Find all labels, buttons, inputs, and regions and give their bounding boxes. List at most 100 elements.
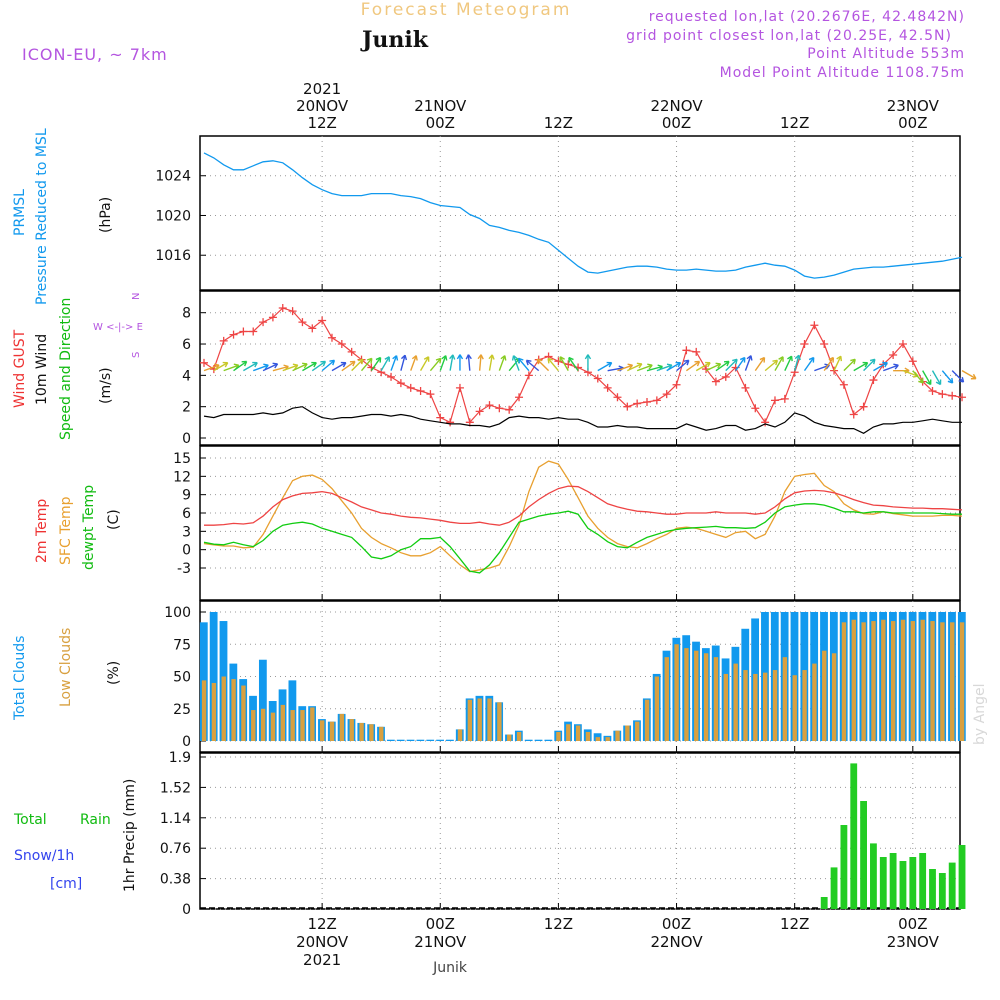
rain-bar bbox=[958, 845, 966, 909]
clouds-ytick-label: 75 bbox=[173, 637, 191, 653]
gust-marker bbox=[593, 374, 602, 383]
wind-arrow bbox=[429, 357, 442, 372]
temp-label-sfc: SFC Temp bbox=[58, 496, 74, 565]
low-cloud-bar bbox=[270, 712, 276, 741]
wind-arrow-head bbox=[488, 354, 495, 360]
wind-arrow bbox=[863, 358, 876, 372]
gust-marker bbox=[928, 387, 937, 396]
top-time-label: 23NOV bbox=[887, 97, 940, 115]
rain-bar bbox=[948, 862, 956, 909]
wind-arrow-head bbox=[292, 363, 299, 370]
temp-ytick-label: 3 bbox=[182, 524, 191, 540]
low-cloud-bar bbox=[703, 653, 709, 741]
wind-arrow bbox=[559, 356, 569, 372]
top-time-label: 00Z bbox=[662, 114, 691, 132]
wind-arrow bbox=[676, 359, 690, 372]
wind-arrow bbox=[715, 360, 730, 372]
low-cloud-bar bbox=[369, 724, 374, 741]
gust-marker bbox=[711, 377, 720, 386]
low-cloud-bar bbox=[723, 673, 729, 741]
low-cloud-bar bbox=[959, 622, 965, 741]
wind-arrow-head bbox=[636, 362, 643, 369]
gust-marker bbox=[800, 340, 809, 349]
precip-label-cm: [cm] bbox=[50, 876, 82, 892]
low-cloud-bar bbox=[635, 721, 640, 741]
t2m-line bbox=[204, 485, 963, 526]
low-cloud-bar bbox=[644, 699, 650, 741]
low-cloud-bar bbox=[615, 730, 620, 741]
bottom-time-label: 00Z bbox=[662, 915, 691, 933]
wind-arrow bbox=[213, 361, 229, 372]
low-cloud-bar bbox=[950, 622, 955, 741]
bottom-time-label: 23NOV bbox=[887, 933, 940, 951]
wind-arrow bbox=[941, 370, 954, 384]
plot-layer: 1016 1020 1024 0 2 4 6 8 -3 0 3 6 9 12 15 0 25 50 75 100 0 0.… bbox=[155, 80, 977, 969]
pressure-frame bbox=[199, 135, 961, 291]
wind-arrow-head bbox=[947, 377, 954, 384]
low-cloud-bar bbox=[290, 710, 295, 741]
top-time-label: 00Z bbox=[898, 114, 927, 132]
wind-arrow bbox=[525, 359, 540, 372]
precip-ytick-label: 0.38 bbox=[160, 872, 191, 888]
gust-marker bbox=[652, 396, 661, 405]
low-cloud-bar bbox=[940, 622, 945, 741]
wind-ytick-label: 6 bbox=[182, 337, 191, 353]
rain-bar bbox=[860, 801, 867, 909]
gust-marker bbox=[396, 379, 405, 388]
wind-arrow-head bbox=[449, 354, 456, 360]
wind-label-dir: Speed and Direction bbox=[58, 298, 74, 440]
wind-arrow-shaft bbox=[419, 356, 430, 372]
low-cloud-bar bbox=[881, 619, 886, 741]
wind-arrow bbox=[627, 362, 643, 372]
low-cloud-bar bbox=[300, 710, 305, 741]
wind-arrow bbox=[262, 362, 279, 372]
wind-arrow-shaft bbox=[559, 356, 569, 372]
low-cloud-bar bbox=[625, 725, 630, 741]
wind-arrow bbox=[465, 354, 472, 371]
rain-bar bbox=[830, 867, 838, 909]
wind-arrow-head bbox=[723, 360, 730, 367]
temp-ytick-label: 0 bbox=[182, 543, 191, 559]
wind-arrow bbox=[744, 355, 753, 371]
wind-arrow bbox=[511, 355, 520, 371]
wind-arrow-head bbox=[647, 363, 653, 370]
wind-unit: (m/s) bbox=[98, 367, 114, 404]
wind-arrow-shaft bbox=[646, 365, 663, 372]
low-cloud-bar bbox=[231, 679, 236, 741]
rain-bar bbox=[909, 857, 917, 909]
wind-arrow-head bbox=[862, 361, 869, 368]
gust-marker bbox=[318, 316, 327, 325]
wind-arrow bbox=[823, 356, 835, 372]
wind-arrow-shaft bbox=[735, 357, 746, 372]
total-cloud-bar bbox=[416, 739, 425, 741]
wind-arrow bbox=[282, 363, 299, 372]
wind-arrow-head bbox=[517, 357, 524, 364]
wind-arrow bbox=[695, 361, 711, 372]
top-time-label: 00Z bbox=[426, 114, 455, 132]
gust-marker bbox=[938, 390, 947, 399]
wind-arrow bbox=[922, 370, 932, 386]
temp-ytick-label: 12 bbox=[173, 469, 191, 485]
wind-arrow-head bbox=[252, 361, 258, 368]
gust-line bbox=[203, 307, 963, 424]
wind-arrow bbox=[351, 358, 364, 372]
clouds-ytick-label: 100 bbox=[164, 605, 191, 621]
low-cloud-bar bbox=[516, 731, 522, 741]
wind-arrow-shaft bbox=[873, 362, 888, 372]
gust-marker bbox=[436, 413, 445, 422]
wind-label-gust: Wind GUST bbox=[12, 329, 28, 408]
gust-marker bbox=[839, 380, 848, 389]
wind-arrow-head bbox=[263, 363, 269, 370]
wind-arrow-shaft bbox=[272, 365, 289, 372]
wind10m-line bbox=[203, 406, 962, 434]
wind-arrow-head bbox=[705, 361, 711, 368]
wind-arrow-shaft bbox=[636, 364, 653, 372]
gust-marker bbox=[908, 357, 917, 366]
wind-arrow bbox=[617, 363, 634, 372]
wind-arrow-head bbox=[329, 359, 336, 366]
gust-marker bbox=[564, 360, 573, 369]
wind-arrow-head bbox=[584, 354, 592, 360]
wind-arrow-shaft bbox=[744, 355, 752, 371]
wind-arrow-head bbox=[375, 356, 382, 363]
rain-bar bbox=[899, 861, 907, 909]
